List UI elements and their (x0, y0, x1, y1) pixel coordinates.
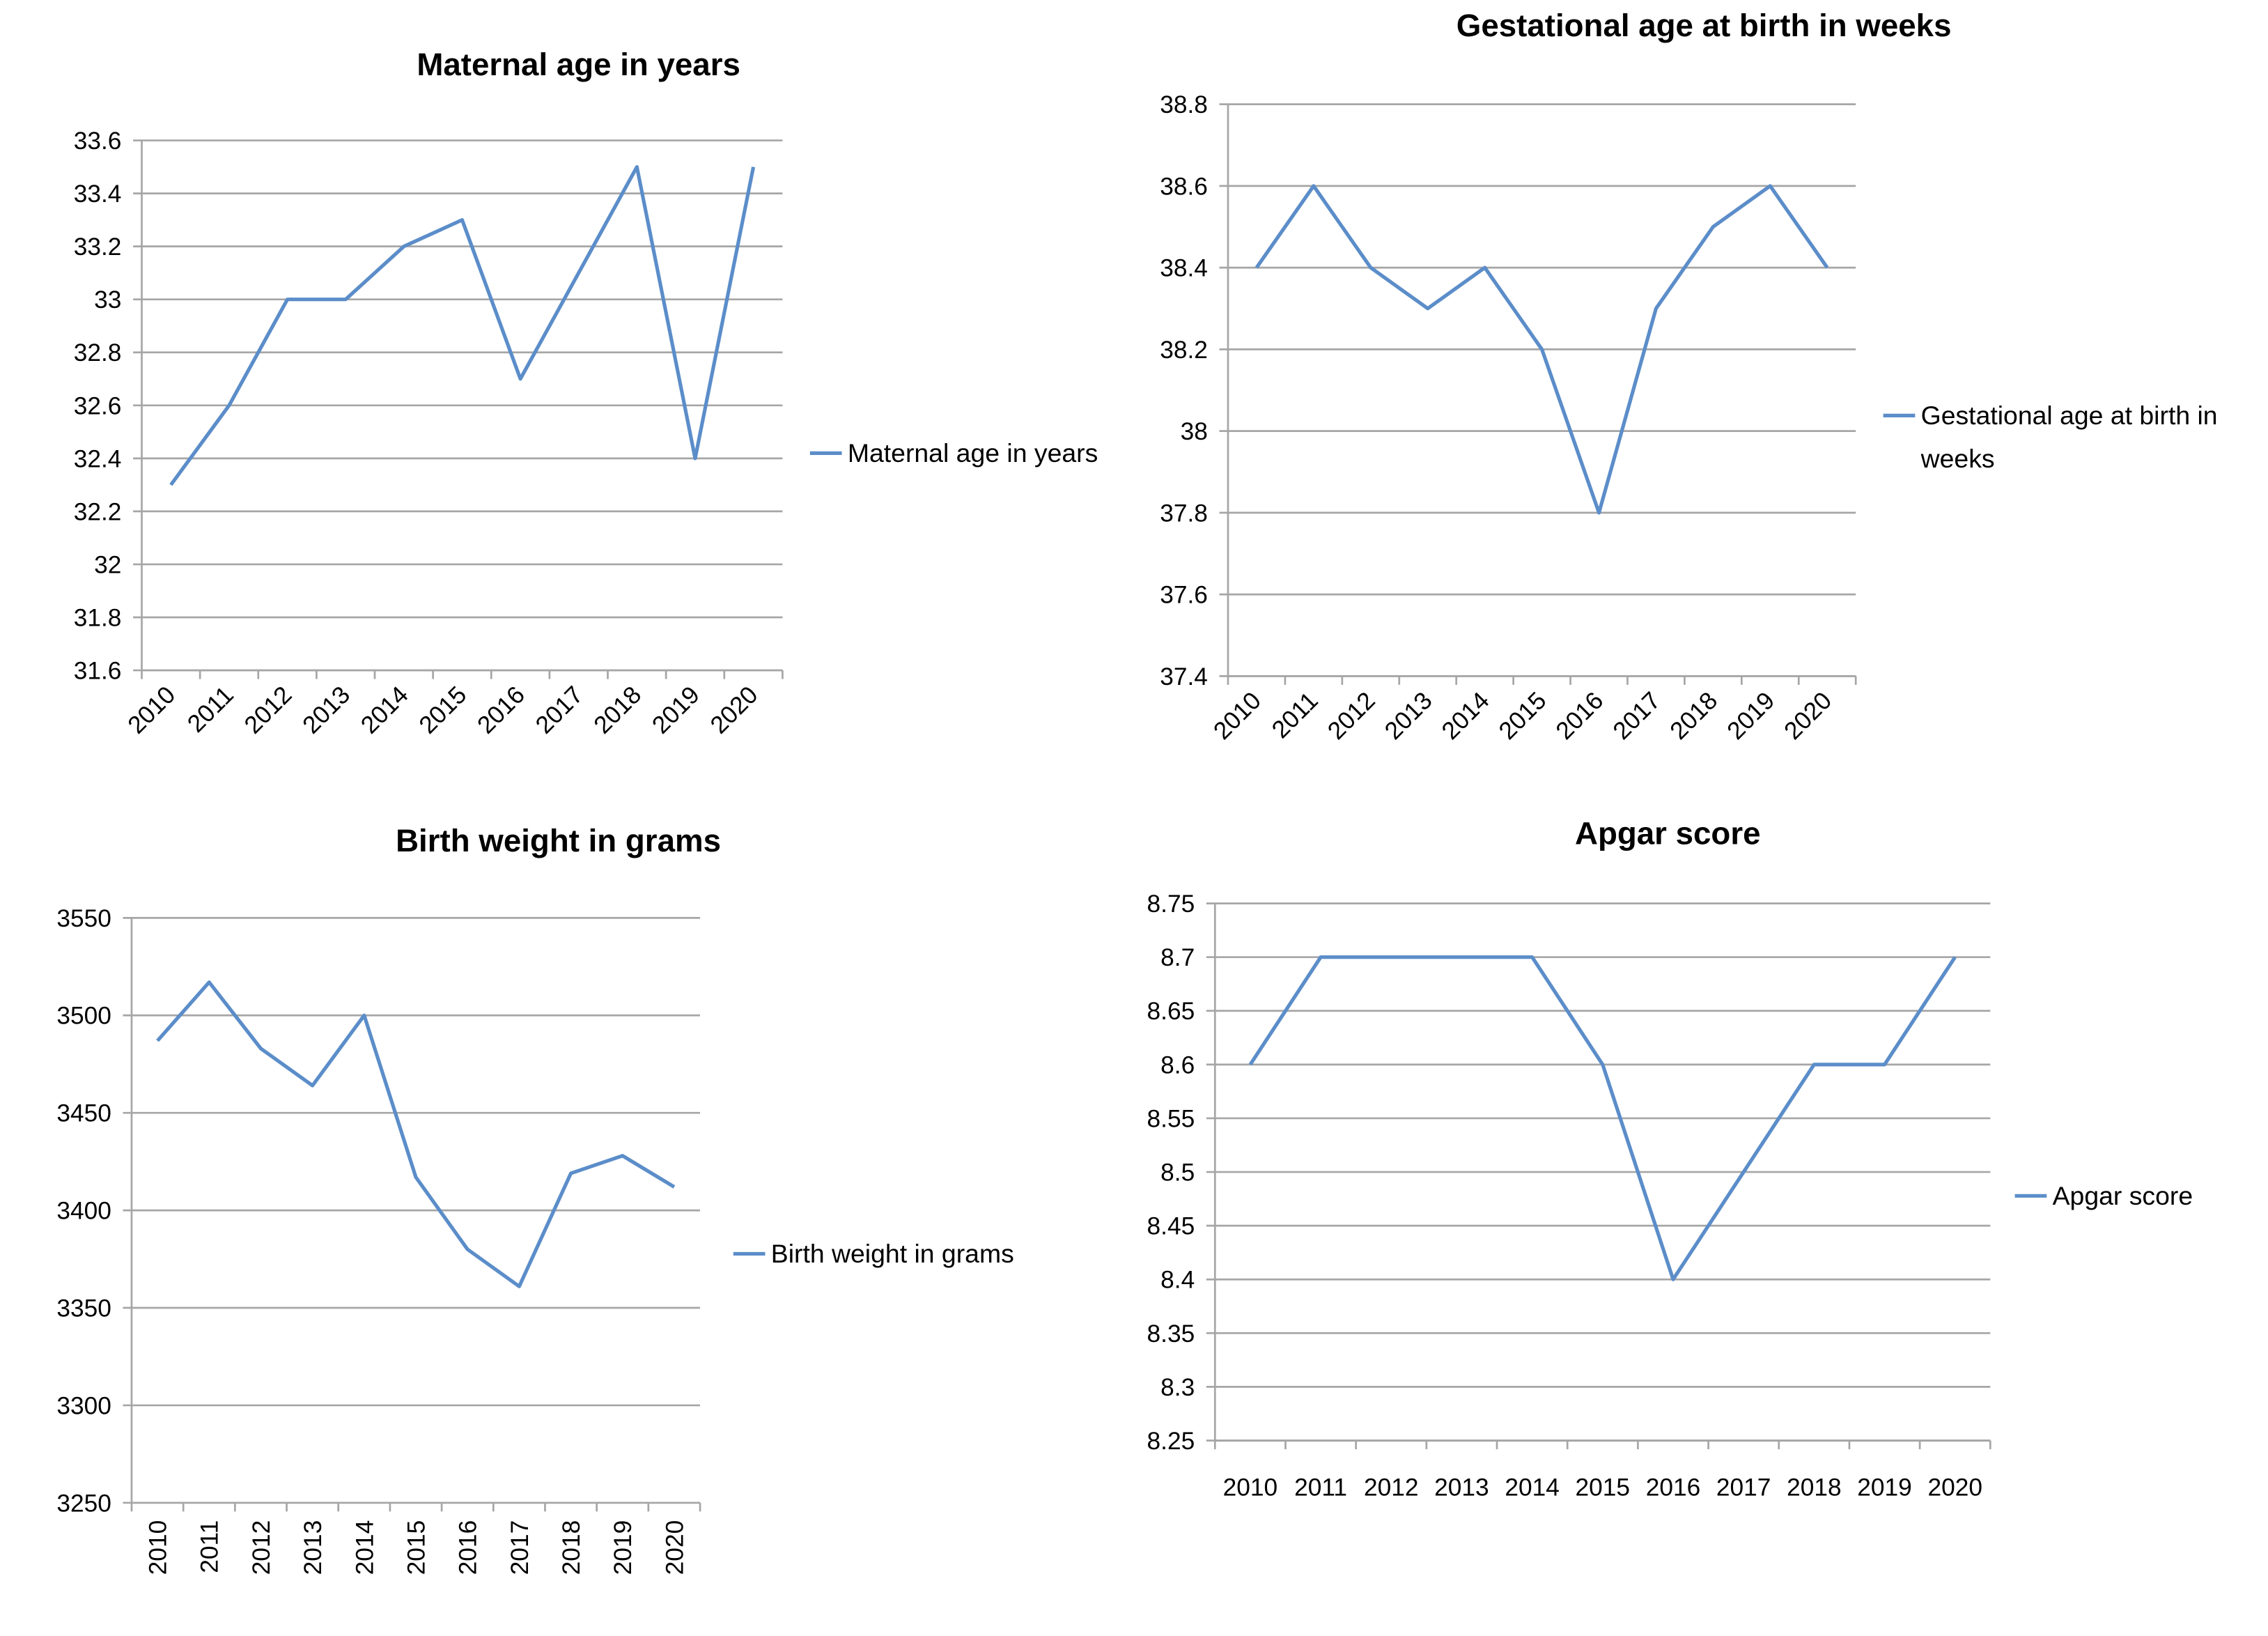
y-tick-label: 37.6 (1160, 582, 1208, 609)
y-tick-label: 32.4 (74, 445, 122, 472)
y-tick-label: 3250 (56, 1490, 111, 1517)
x-tick-label: 2012 (239, 681, 297, 739)
y-tick-label: 33.6 (74, 128, 122, 155)
y-tick-label: 8.65 (1147, 998, 1195, 1025)
data-line (1255, 184, 1829, 515)
x-tick-label: 2013 (1380, 687, 1438, 745)
x-tick-label: 2019 (1857, 1474, 1912, 1501)
y-tick-label: 8.55 (1147, 1105, 1195, 1132)
y-tick-label: 37.4 (1160, 663, 1208, 690)
x-tick-label: 2011 (196, 1520, 224, 1573)
legend-label: Gestational age at birth in weeks (1920, 401, 2218, 474)
y-tick-label: 33 (94, 286, 121, 314)
y-tick-label: 32.8 (74, 339, 122, 366)
data-line (1248, 955, 1957, 1281)
y-tick-label: 8.4 (1160, 1267, 1195, 1294)
x-tick-label: 2020 (1927, 1474, 1982, 1501)
y-tick-label: 37.8 (1160, 500, 1208, 527)
x-tick-label: 2014 (356, 681, 414, 739)
y-tick-label: 32.2 (74, 498, 122, 525)
x-tick-label: 2019 (1722, 687, 1780, 745)
y-tick-label: 38.6 (1160, 173, 1208, 200)
x-tick-label: 2015 (1576, 1474, 1631, 1501)
x-tick-label: 2011 (1267, 687, 1323, 743)
x-tick-label: 2016 (1551, 687, 1608, 745)
chart-title: Birth weight in grams (396, 823, 721, 858)
x-tick-label: 2011 (182, 681, 239, 738)
data-line (169, 164, 756, 486)
x-tick-label: 2020 (1779, 687, 1837, 745)
x-tick-label: 2014 (1505, 1474, 1560, 1501)
x-tick-label: 2013 (297, 681, 355, 739)
x-tick-label: 2011 (1294, 1474, 1347, 1501)
x-tick-label: 2016 (1646, 1474, 1701, 1501)
y-tick-label: 33.4 (74, 180, 122, 208)
x-tick-label: 2018 (1787, 1474, 1842, 1501)
x-tick-label: 2017 (531, 681, 589, 739)
x-tick-label: 2018 (589, 681, 646, 739)
x-tick-label: 2014 (351, 1520, 378, 1575)
y-tick-label: 33.2 (74, 233, 122, 261)
y-tick-label: 31.6 (74, 658, 122, 685)
x-tick-label: 2015 (403, 1520, 430, 1575)
x-tick-label: 2010 (1209, 687, 1266, 745)
y-tick-label: 3400 (56, 1198, 111, 1225)
x-tick-label: 2012 (1364, 1474, 1419, 1501)
y-tick-label: 38.4 (1160, 255, 1208, 282)
x-tick-label: 2020 (705, 681, 763, 739)
x-tick-label: 2018 (1665, 687, 1723, 745)
y-tick-label: 8.75 (1147, 890, 1195, 918)
chart-title: Apgar score (1575, 815, 1761, 851)
legend: Gestational age at birth in weeks (1920, 401, 2218, 474)
x-tick-label: 2015 (414, 681, 472, 739)
x-tick-label: 2017 (506, 1520, 534, 1575)
x-tick-label: 2014 (1437, 687, 1495, 745)
chart-title: Maternal age in years (417, 47, 740, 82)
legend-label: Maternal age in years (847, 438, 1098, 468)
y-tick-label: 8.25 (1147, 1428, 1195, 1455)
y-tick-label: 32.6 (74, 392, 122, 419)
y-tick-label: 3550 (56, 905, 111, 932)
y-tick-label: 38.8 (1160, 91, 1208, 118)
x-tick-label: 2019 (647, 681, 705, 739)
y-tick-label: 3350 (56, 1295, 111, 1322)
x-tick-label: 2019 (609, 1520, 637, 1575)
x-tick-label: 2015 (1493, 687, 1551, 745)
x-tick-label: 2013 (1434, 1474, 1489, 1501)
y-tick-label: 8.6 (1160, 1051, 1195, 1079)
legend: Maternal age in years (847, 438, 1098, 468)
y-tick-label: 8.35 (1147, 1320, 1195, 1348)
x-tick-label: 2010 (123, 681, 180, 739)
x-tick-label: 2016 (455, 1520, 482, 1575)
x-tick-label: 2012 (1323, 687, 1381, 745)
x-tick-label: 2017 (1716, 1474, 1771, 1501)
legend-label: Apgar score (2052, 1181, 2193, 1211)
x-tick-label: 2013 (300, 1520, 327, 1575)
legend: Birth weight in grams (770, 1239, 1014, 1269)
x-tick-label: 2010 (1223, 1474, 1278, 1501)
x-tick-label: 2010 (145, 1520, 172, 1575)
y-tick-label: 3450 (56, 1100, 111, 1127)
y-tick-label: 31.8 (74, 604, 122, 631)
y-tick-label: 3500 (56, 1003, 111, 1030)
data-line (156, 980, 676, 1288)
x-tick-label: 2020 (661, 1520, 688, 1575)
y-tick-label: 38.2 (1160, 337, 1208, 364)
x-tick-label: 2016 (472, 681, 530, 739)
y-tick-label: 8.45 (1147, 1213, 1195, 1240)
legend: Apgar score (2052, 1181, 2193, 1211)
y-tick-label: 32 (94, 551, 121, 578)
y-tick-label: 8.7 (1160, 944, 1195, 971)
y-tick-label: 8.5 (1160, 1159, 1195, 1186)
y-tick-label: 3300 (56, 1392, 111, 1419)
y-tick-label: 38 (1181, 418, 1208, 445)
x-tick-label: 2017 (1608, 687, 1665, 745)
x-tick-label: 2012 (248, 1520, 275, 1575)
chart-title: Gestational age at birth in weeks (1457, 8, 1952, 43)
x-tick-label: 2018 (558, 1520, 585, 1575)
y-tick-label: 8.3 (1160, 1374, 1195, 1401)
legend-label: Birth weight in grams (770, 1239, 1014, 1269)
